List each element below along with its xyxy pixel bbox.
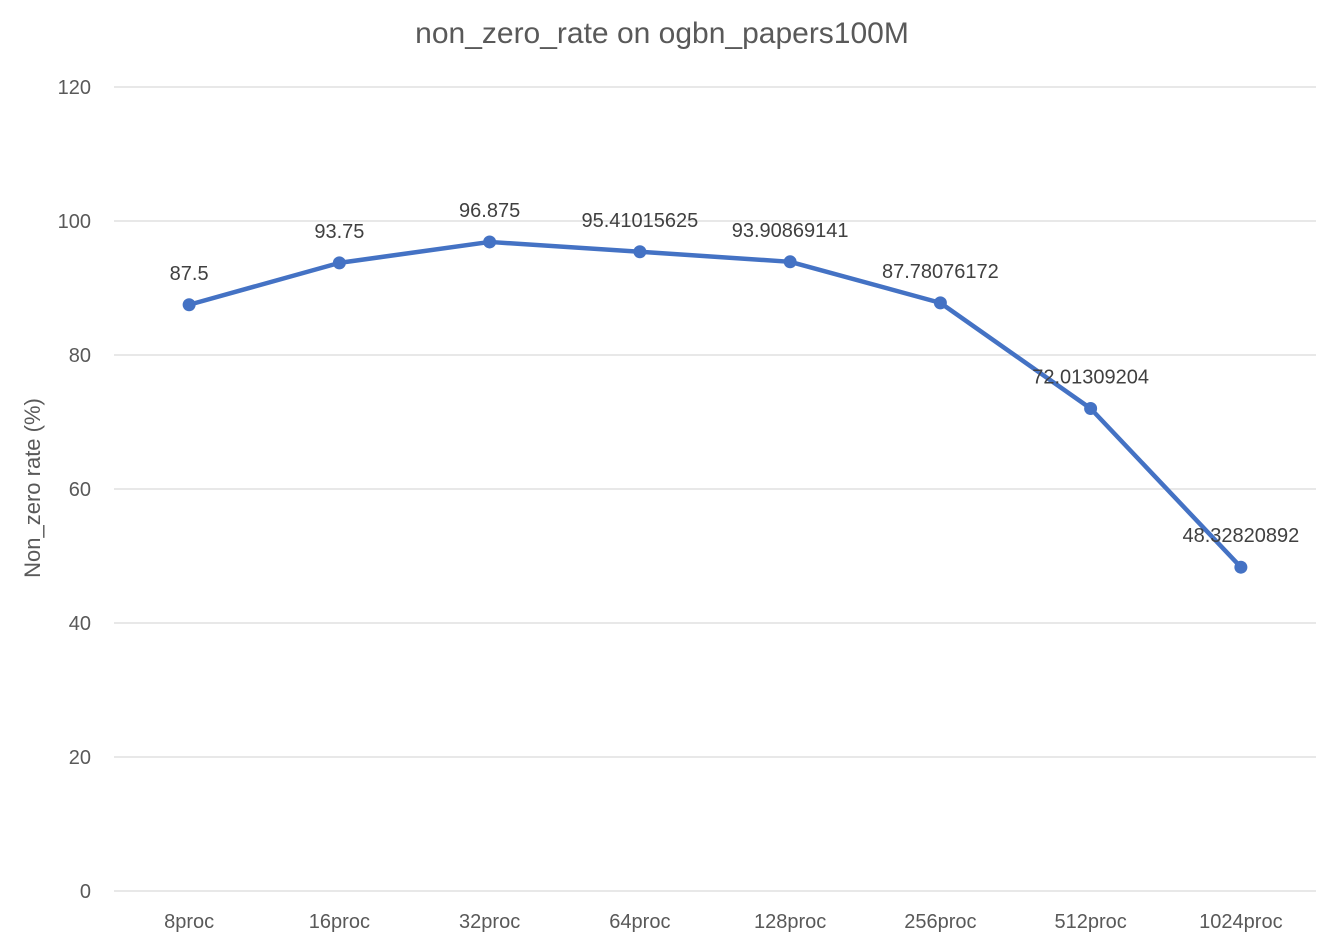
data-point — [933, 296, 947, 310]
data-point — [332, 256, 346, 270]
data-label: 72.01309204 — [1032, 367, 1149, 389]
y-tick-label: 120 — [58, 77, 91, 99]
data-point — [783, 255, 797, 269]
x-tick-label: 128proc — [754, 911, 826, 933]
data-point — [182, 298, 196, 312]
y-tick-label: 100 — [58, 211, 91, 233]
data-labels: 87.5 93.75 96.875 95.41015625 93.90869141 87.… — [170, 200, 1300, 547]
data-label: 87.78076172 — [882, 261, 999, 283]
y-axis-ticks: 0 20 40 60 80 100 120 — [58, 77, 91, 903]
x-tick-label: 256proc — [904, 911, 976, 933]
series-layer — [182, 235, 1248, 574]
x-tick-label: 512proc — [1054, 911, 1126, 933]
chart-title: non_zero_rate on ogbn_papers100M — [415, 17, 909, 50]
x-tick-label: 16proc — [309, 911, 370, 933]
data-point — [1234, 560, 1248, 574]
x-axis-ticks: 8proc 16proc 32proc 64proc 128proc 256proc 512… — [164, 911, 1282, 933]
data-label: 95.41015625 — [581, 210, 698, 232]
x-tick-label: 32proc — [459, 911, 520, 933]
x-tick-label: 1024proc — [1199, 911, 1282, 933]
data-label: 48.32820892 — [1182, 525, 1299, 547]
data-label: 87.5 — [170, 263, 209, 285]
y-tick-label: 80 — [69, 345, 91, 367]
x-tick-label: 8proc — [164, 911, 214, 933]
y-tick-label: 60 — [69, 479, 91, 501]
y-axis-label: Non_zero rate (%) — [20, 398, 45, 578]
y-tick-label: 40 — [69, 613, 91, 635]
data-label: 93.75 — [314, 221, 364, 243]
data-label: 96.875 — [459, 200, 520, 222]
series-line — [186, 239, 1244, 570]
data-point — [1084, 402, 1098, 416]
y-tick-label: 20 — [69, 747, 91, 769]
gridlines — [114, 86, 1316, 892]
x-tick-label: 64proc — [609, 911, 670, 933]
y-tick-label: 0 — [80, 881, 91, 903]
data-point — [633, 245, 647, 259]
data-label: 93.90869141 — [732, 220, 849, 242]
data-point — [483, 235, 497, 249]
